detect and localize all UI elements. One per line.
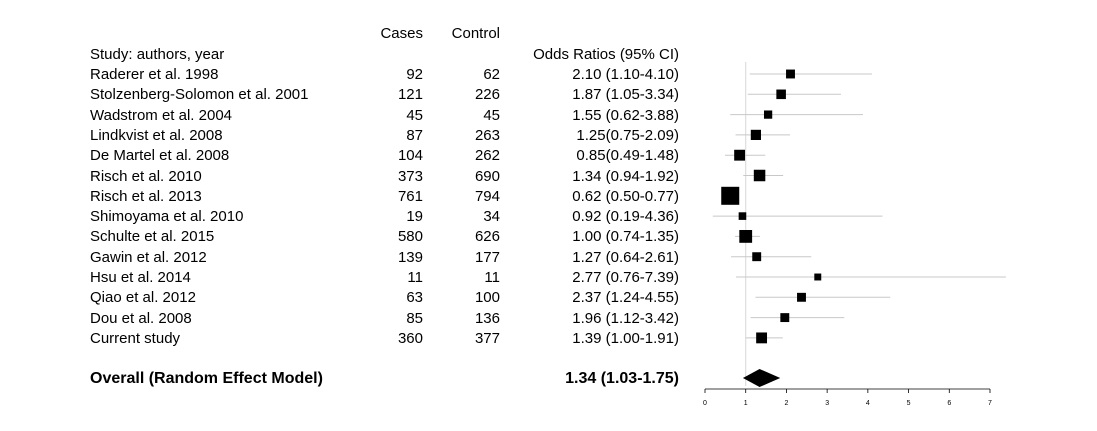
header-odds-ratio: Odds Ratios (95% CI): [533, 46, 679, 63]
study-or-text: 2.77 (0.76-7.39): [572, 269, 679, 286]
x-tick-label: 2: [784, 400, 788, 407]
overall-or-text: 1.34 (1.03-1.75): [565, 370, 679, 387]
study-cases: 19: [406, 208, 423, 225]
study-cases: 63: [406, 289, 423, 306]
study-marker: [786, 69, 795, 79]
study-control: 263: [474, 127, 500, 144]
study-marker: [738, 212, 747, 220]
study-or-text: 1.96 (1.12-3.42): [572, 310, 679, 327]
study-cases: 761: [397, 188, 423, 205]
study-label: Risch et al. 2013: [90, 188, 202, 205]
study-cases: 92: [406, 66, 423, 83]
study-or-text: 1.25(0.75-2.09): [576, 127, 679, 144]
study-marker: [750, 129, 761, 140]
study-or-text: 1.00 (0.74-1.35): [572, 228, 679, 245]
study-label: Risch et al. 2010: [90, 168, 202, 185]
study-marker: [776, 89, 786, 100]
study-label: Raderer et al. 1998: [90, 66, 219, 83]
study-cases: 580: [397, 228, 423, 245]
x-tick-label: 7: [988, 400, 992, 407]
study-cases: 360: [397, 330, 423, 347]
study-marker: [756, 332, 768, 344]
study-or-text: 1.39 (1.00-1.91): [572, 330, 679, 347]
study-control: 626: [474, 228, 500, 245]
study-label: Stolzenberg-Solomon et al. 2001: [90, 86, 309, 103]
study-or-text: 0.85(0.49-1.48): [576, 147, 679, 164]
study-or-text: 0.62 (0.50-0.77): [572, 188, 679, 205]
study-control: 262: [474, 147, 500, 164]
x-tick-label: 1: [744, 400, 748, 407]
study-control: 45: [483, 107, 500, 124]
study-label: Lindkvist et al. 2008: [90, 127, 223, 144]
study-label: Shimoyama et al. 2010: [90, 208, 244, 225]
study-marker: [721, 186, 740, 205]
study-marker: [814, 273, 822, 281]
header-control: Control: [451, 25, 500, 42]
study-cases: 373: [397, 168, 423, 185]
study-marker: [797, 292, 806, 302]
x-tick-label: 5: [907, 400, 911, 407]
header-study: Study: authors, year: [90, 46, 225, 63]
study-label: Schulte et al. 2015: [90, 228, 215, 245]
study-or-text: 1.34 (0.94-1.92): [572, 168, 679, 185]
study-label: Wadstrom et al. 2004: [90, 107, 233, 124]
study-or-text: 2.37 (1.24-4.55): [572, 289, 679, 306]
study-control: 177: [474, 249, 500, 266]
x-tick-label: 0: [703, 400, 707, 407]
study-cases: 85: [406, 310, 423, 327]
study-or-text: 1.55 (0.62-3.88): [572, 107, 679, 124]
study-or-text: 1.87 (1.05-3.34): [572, 86, 679, 103]
study-marker: [739, 230, 753, 243]
x-tick-label: 4: [866, 400, 870, 407]
overall-label: Overall (Random Effect Model): [90, 370, 323, 387]
header-cases: Cases: [380, 25, 423, 42]
study-control: 34: [483, 208, 500, 225]
summary-diamond: [742, 369, 781, 387]
x-tick-label: 3: [825, 400, 829, 407]
study-label: Hsu et al. 2014: [90, 269, 191, 286]
study-control: 690: [474, 168, 500, 185]
study-control: 136: [474, 310, 500, 327]
study-cases: 139: [397, 249, 423, 266]
study-label: De Martel et al. 2008: [90, 147, 230, 164]
study-control: 377: [474, 330, 500, 347]
study-cases: 45: [406, 107, 423, 124]
x-tick-label: 6: [947, 400, 951, 407]
study-label: Gawin et al. 2012: [90, 249, 207, 266]
study-cases: 121: [397, 86, 423, 103]
study-label: Dou et al. 2008: [90, 310, 192, 327]
study-control: 794: [474, 188, 500, 205]
study-cases: 104: [397, 147, 423, 164]
study-marker: [734, 149, 746, 161]
study-or-text: 0.92 (0.19-4.36): [572, 208, 679, 225]
study-control: 226: [474, 86, 500, 103]
study-cases: 87: [406, 127, 423, 144]
study-or-text: 1.27 (0.64-2.61): [572, 249, 679, 266]
study-marker: [763, 110, 773, 119]
study-control: 62: [483, 66, 500, 83]
study-or-text: 2.10 (1.10-4.10): [572, 66, 679, 83]
study-label: Qiao et al. 2012: [90, 289, 196, 306]
study-marker: [753, 169, 766, 182]
study-marker: [780, 313, 790, 323]
study-marker: [752, 252, 762, 262]
study-cases: 11: [407, 269, 423, 286]
study-control: 11: [484, 269, 500, 286]
study-label: Current study: [90, 330, 181, 347]
study-control: 100: [474, 289, 500, 306]
